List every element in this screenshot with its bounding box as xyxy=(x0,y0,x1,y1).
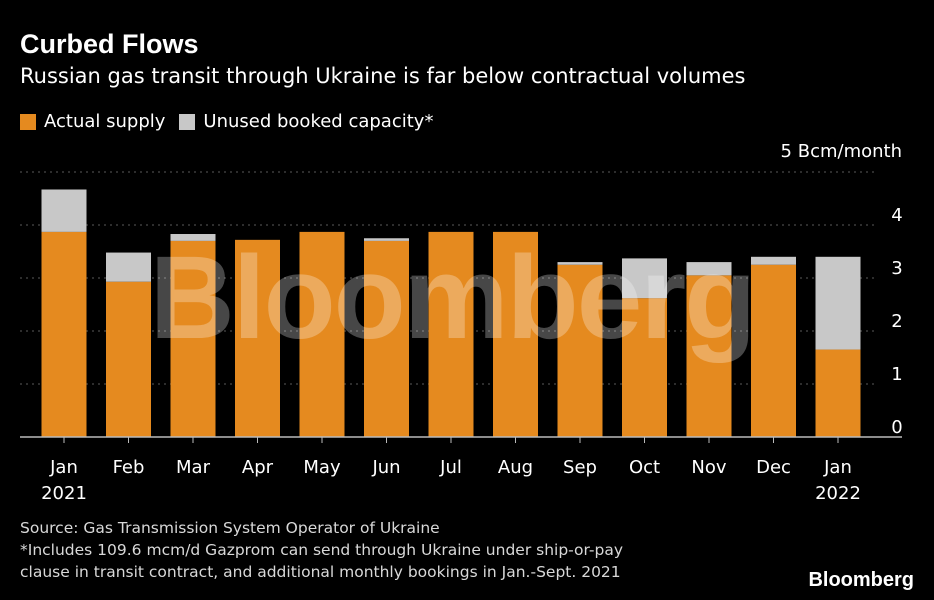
bar-chart: Jan 2021 Feb Mar Apr May Jun Jul Aug Sep Oct Nov Dec… xyxy=(20,171,903,504)
bar-actual-supply xyxy=(364,240,409,437)
bloomberg-logo: Bloomberg xyxy=(808,569,914,591)
x-tick-label: Mar xyxy=(176,457,211,478)
legend-swatch-actual-supply xyxy=(20,114,36,130)
legend: Actual supply Unused booked capacity* xyxy=(20,110,447,134)
legend-label-actual-supply: Actual supply xyxy=(44,111,166,132)
y-tick-label: 2 xyxy=(891,311,902,332)
x-tick-label: Dec xyxy=(756,457,791,478)
bar-actual-supply xyxy=(751,264,796,437)
bar-actual-supply xyxy=(557,264,603,437)
bar-actual-supply xyxy=(235,239,280,437)
x-tick-label: Jun xyxy=(371,457,400,478)
bar-actual-supply xyxy=(493,231,538,437)
bar-unused-capacity xyxy=(622,258,667,299)
y-axis-unit-label: 5 Bcm/month xyxy=(780,141,902,162)
y-tick-label: 4 xyxy=(891,205,902,226)
x-tick-label: Apr xyxy=(242,457,274,478)
x-tick-year-label: 2021 xyxy=(41,483,87,504)
x-tick-label: Jul xyxy=(439,457,462,478)
bar-unused-capacity xyxy=(364,238,409,241)
y-tick-label: 3 xyxy=(891,258,902,279)
footnote-line-2: clause in transit contract, and addition… xyxy=(20,563,621,581)
chart-subtitle: Russian gas transit through Ukraine is f… xyxy=(20,64,746,88)
chart-title: Curbed Flows xyxy=(20,29,199,59)
bar-unused-capacity xyxy=(557,262,603,265)
x-tick-label: Jan xyxy=(823,457,852,478)
x-tick-label: Feb xyxy=(113,457,145,478)
bar-unused-capacity xyxy=(815,256,861,350)
x-tick-label: Oct xyxy=(629,457,660,478)
legend-item-actual-supply: Actual supply xyxy=(20,110,165,134)
x-tick-label: May xyxy=(303,457,341,478)
x-tick-label: Aug xyxy=(498,457,533,478)
footnote-line-1: *Includes 109.6 mcm/d Gazprom can send t… xyxy=(20,541,624,559)
legend-swatch-unused-capacity xyxy=(179,114,196,130)
y-tick-label: 1 xyxy=(891,364,902,385)
x-tick-year-label: 2022 xyxy=(815,483,861,504)
y-tick-label: 0 xyxy=(891,417,902,438)
bar-actual-supply xyxy=(686,275,732,437)
bar-actual-supply xyxy=(106,281,151,437)
bar-actual-supply xyxy=(170,240,216,437)
watermark: Bloomberg xyxy=(150,232,755,364)
bar-unused-capacity xyxy=(41,189,87,232)
source-line: Source: Gas Transmission System Operator… xyxy=(20,519,440,537)
bar-actual-supply xyxy=(428,231,474,437)
bar-actual-supply xyxy=(815,349,861,437)
bar-actual-supply xyxy=(622,298,667,437)
bar-unused-capacity xyxy=(751,256,796,265)
bar-unused-capacity xyxy=(686,262,732,276)
x-tick-label: Jan xyxy=(49,457,78,478)
bar-unused-capacity xyxy=(106,252,151,282)
bar-unused-capacity xyxy=(170,234,216,241)
x-tick-label: Sep xyxy=(563,457,597,478)
bar-actual-supply xyxy=(299,231,345,437)
legend-label-unused-capacity: Unused booked capacity* xyxy=(203,111,434,132)
bar-actual-supply xyxy=(41,231,87,437)
x-tick-label: Nov xyxy=(691,457,726,478)
legend-item-unused-capacity: Unused booked capacity* xyxy=(179,110,433,134)
source-notes: Source: Gas Transmission System Operator… xyxy=(20,517,623,583)
